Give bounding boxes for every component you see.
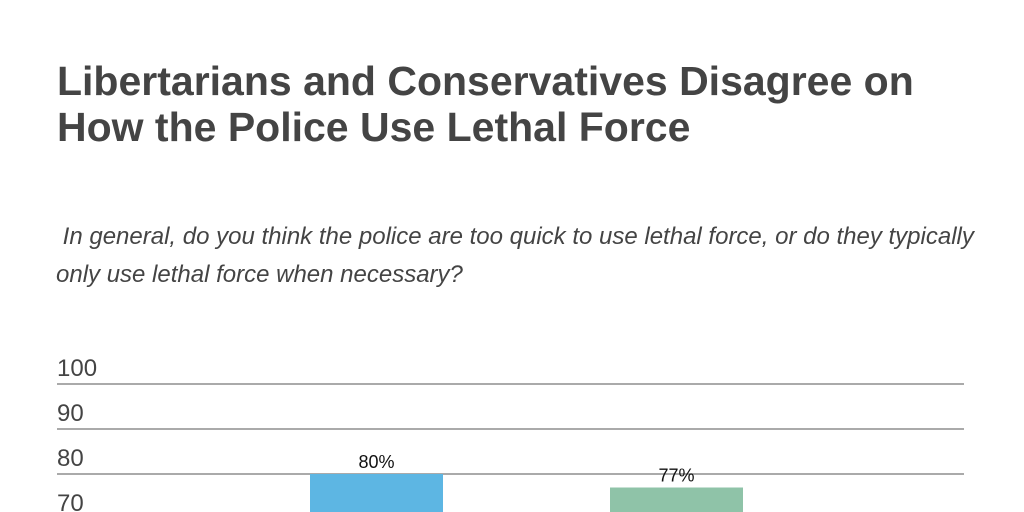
- y-tick-label: 100: [57, 355, 97, 382]
- y-tick-label: 80: [57, 445, 84, 472]
- bar: [310, 474, 443, 512]
- chart-subtitle: In general, do you think the police are …: [56, 223, 981, 288]
- bar: [610, 487, 743, 512]
- data-label: 80%: [358, 452, 394, 472]
- data-label: 77%: [658, 466, 694, 486]
- chart-title: Libertarians and Conservatives Disagree …: [57, 58, 914, 150]
- y-tick-label: 70: [57, 490, 84, 512]
- y-tick-label: 90: [57, 400, 84, 427]
